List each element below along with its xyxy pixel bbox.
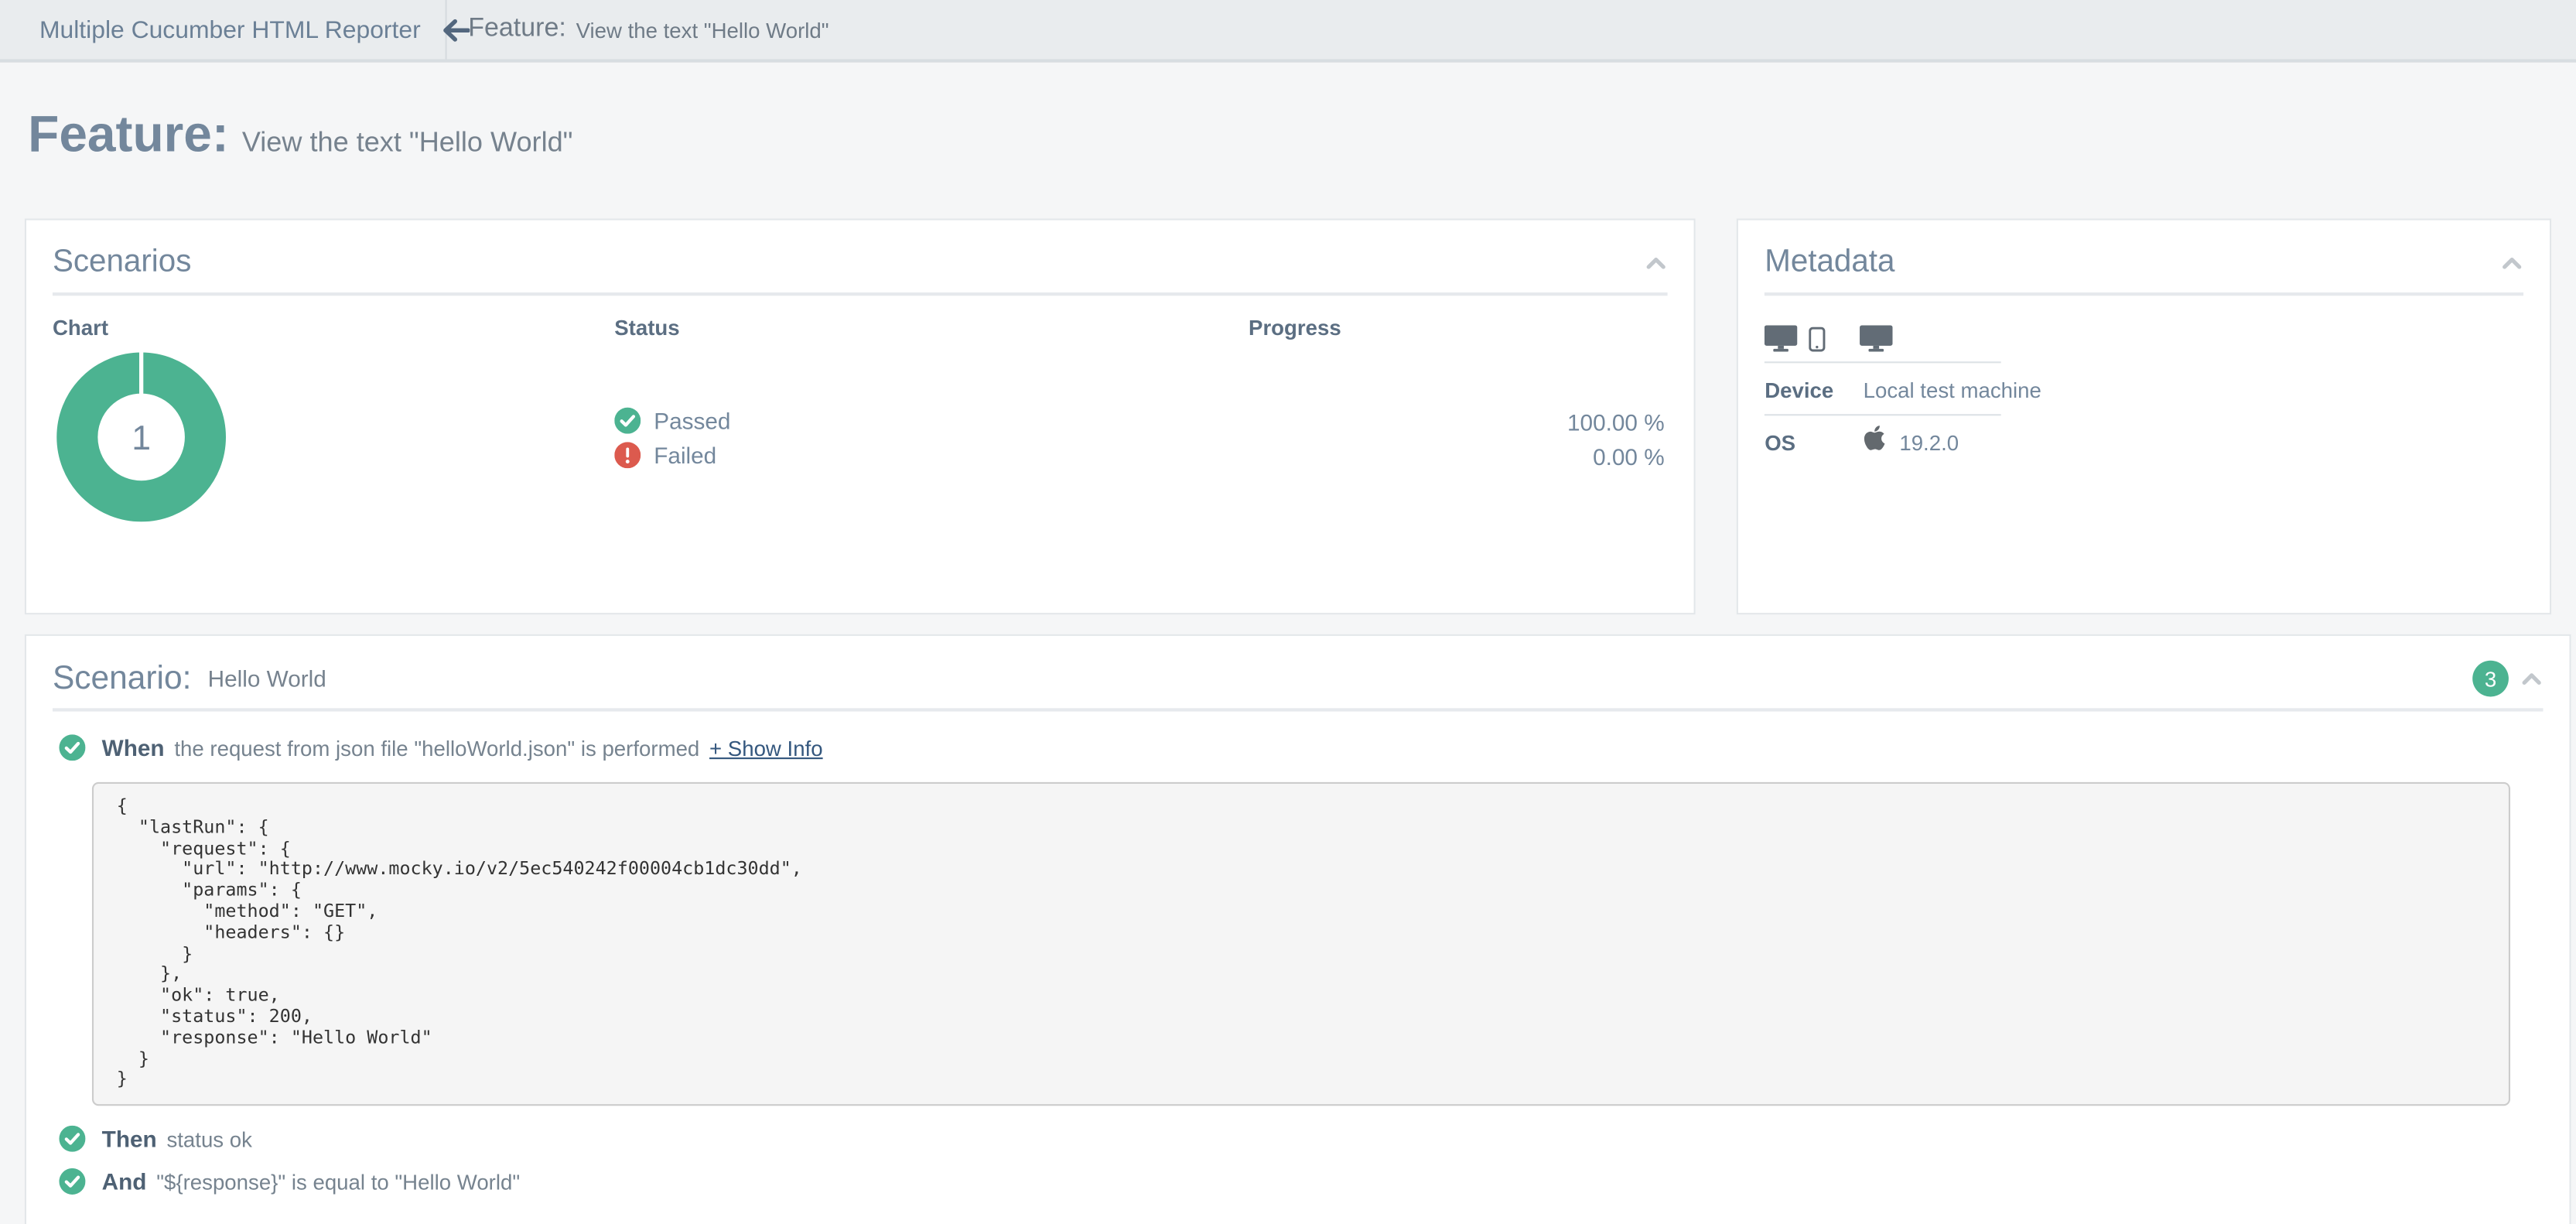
status-label-passed: Passed: [654, 407, 731, 434]
step-keyword: When: [101, 734, 165, 761]
step-row-when: When the request from json file "helloWo…: [59, 734, 2543, 761]
step-count-badge: 3: [2472, 660, 2509, 697]
top-navigation-bar: Multiple Cucumber HTML Reporter Feature:…: [0, 0, 2576, 63]
arrow-left-icon[interactable]: [442, 17, 470, 42]
feature-heading-name: View the text "Hello World": [241, 126, 573, 158]
status-label-failed: Failed: [654, 442, 717, 469]
column-header-status: Status: [614, 315, 680, 340]
mobile-icon: [1809, 327, 1826, 352]
show-info-link[interactable]: + Show Info: [709, 735, 823, 761]
check-circle-icon: [614, 407, 641, 434]
chevron-up-icon[interactable]: [2500, 253, 2523, 272]
summary-row: Scenarios Chart Status Progress 1: [24, 218, 2552, 615]
metadata-panel-title: Metadata: [1765, 244, 1895, 280]
divider: [1765, 414, 2002, 416]
metadata-panel: Metadata: [1737, 218, 2552, 615]
breadcrumb-feature-label: Feature:: [468, 15, 566, 43]
app-title[interactable]: Multiple Cucumber HTML Reporter: [39, 15, 421, 44]
chevron-up-icon[interactable]: [1645, 253, 1668, 272]
check-circle-icon: [59, 734, 86, 761]
check-circle-icon: [59, 1168, 86, 1195]
feature-heading-label: Feature:: [28, 104, 229, 163]
breadcrumb: Feature: View the text "Hello World": [447, 0, 2576, 59]
breadcrumb-feature-name: View the text "Hello World": [576, 17, 829, 43]
step-text: "${response}" is equal to "Hello World": [156, 1169, 521, 1195]
page-title: Feature: View the text "Hello World": [28, 105, 2551, 174]
scenario-panel: Scenario: Hello World 3 When the request…: [24, 634, 2571, 1224]
step-keyword: And: [101, 1168, 147, 1195]
metadata-label-os: OS: [1765, 430, 1796, 456]
scenario-panel-header: Scenario: Hello World 3: [53, 659, 2544, 699]
step-row-and: And "${response}" is equal to "Hello Wor…: [59, 1168, 2543, 1195]
page-content: Feature: View the text "Hello World" Scen…: [0, 105, 2576, 1224]
nav-home-tab[interactable]: Multiple Cucumber HTML Reporter: [0, 0, 470, 60]
exclamation-circle-icon: [614, 442, 641, 469]
scenarios-panel-header: Scenarios: [53, 243, 1668, 282]
divider: [52, 292, 1668, 296]
scenario-name: Hello World: [207, 665, 326, 692]
step-text: status ok: [166, 1127, 252, 1151]
check-circle-icon: [59, 1126, 86, 1153]
status-row-failed: Failed: [614, 442, 717, 469]
metadata-panel-header: Metadata: [1765, 243, 2523, 282]
column-header-chart: Chart: [52, 315, 109, 340]
progress-value-passed: 100.00 %: [1566, 409, 1665, 436]
metadata-panel-body: Device Local test machine OS 19.2.0: [1765, 296, 2523, 575]
divider: [1765, 292, 2524, 296]
scenarios-panel-body: Chart Status Progress 1 Passed: [53, 296, 1668, 575]
scenario-header-controls: 3: [2472, 660, 2544, 697]
step-text: the request from json file "helloWorld.j…: [174, 735, 700, 761]
metadata-value-device: Local test machine: [1863, 378, 2041, 403]
apple-icon: [1864, 426, 1885, 450]
metadata-label-device: Device: [1765, 378, 1834, 403]
column-header-progress: Progress: [1249, 315, 1341, 340]
step-info-code-block: { "lastRun": { "request": { "url": "http…: [91, 781, 2511, 1106]
desktop-icon: [1860, 325, 1893, 352]
divider: [1765, 361, 2002, 364]
status-row-passed: Passed: [614, 407, 731, 434]
chevron-up-icon[interactable]: [2520, 668, 2544, 688]
donut-center-count: 1: [132, 419, 151, 457]
scenario-title-label: Scenario:: [52, 659, 192, 696]
scenarios-panel: Scenarios Chart Status Progress 1: [24, 218, 1696, 615]
step-keyword: Then: [101, 1126, 157, 1153]
divider: [52, 708, 2544, 712]
metadata-value-os: 19.2.0: [1899, 430, 1959, 456]
scenarios-donut-chart: 1: [56, 351, 227, 522]
desktop-icon: [1765, 325, 1798, 352]
step-row-then: Then status ok: [59, 1126, 2543, 1153]
progress-value-failed: 0.00 %: [1593, 443, 1665, 470]
scenarios-panel-title: Scenarios: [52, 244, 192, 280]
